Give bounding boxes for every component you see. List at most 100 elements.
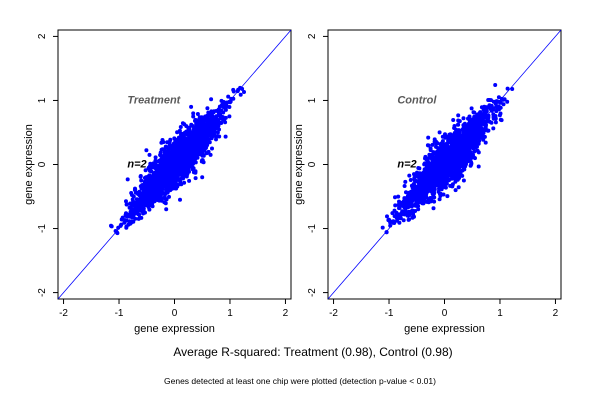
data-point <box>124 224 129 229</box>
data-point <box>163 160 168 165</box>
data-point <box>155 196 160 201</box>
data-point <box>171 159 176 163</box>
data-point <box>437 130 442 135</box>
data-point <box>120 215 125 220</box>
data-point <box>177 142 181 147</box>
data-point <box>409 204 414 209</box>
data-point <box>221 100 226 104</box>
data-point <box>409 189 414 194</box>
data-point <box>467 114 472 119</box>
detection-footnote: Genes detected at least one chip were pl… <box>164 376 436 386</box>
data-point <box>431 206 436 211</box>
data-point <box>163 191 167 196</box>
data-point <box>385 214 389 219</box>
data-point <box>402 184 407 188</box>
data-point <box>220 115 225 120</box>
data-point <box>428 196 433 200</box>
data-point <box>158 153 163 158</box>
data-point <box>209 109 214 114</box>
data-point <box>163 163 168 168</box>
data-point <box>194 145 198 150</box>
x-axis-label: gene expression <box>404 323 485 335</box>
data-point <box>201 140 206 145</box>
data-point <box>465 124 470 128</box>
data-point <box>420 197 425 202</box>
y-tick-label: -1 <box>37 224 48 233</box>
data-point <box>401 218 406 223</box>
data-point <box>231 96 236 101</box>
data-point <box>406 209 411 214</box>
data-point <box>432 176 437 181</box>
data-point <box>195 155 200 160</box>
y-tick-label: -2 <box>307 288 318 297</box>
data-point <box>445 175 450 180</box>
x-tick-label: -2 <box>329 308 338 319</box>
data-point <box>217 127 221 132</box>
data-point <box>139 178 144 183</box>
data-point <box>191 114 196 119</box>
data-point <box>432 137 437 142</box>
x-tick-label: 2 <box>283 308 289 319</box>
data-point <box>132 188 137 192</box>
data-point <box>393 195 397 200</box>
data-point <box>437 158 442 163</box>
data-point <box>481 127 486 132</box>
data-point <box>505 99 510 104</box>
data-point <box>450 176 455 181</box>
panel-title: Treatment <box>127 95 181 107</box>
data-point <box>453 188 458 193</box>
data-point <box>461 154 466 159</box>
y-tick-label: 1 <box>307 97 318 103</box>
data-point <box>496 99 501 104</box>
data-point <box>496 95 501 100</box>
data-point <box>207 127 212 132</box>
data-point <box>184 129 189 134</box>
data-point <box>498 111 503 116</box>
data-point <box>215 130 220 135</box>
data-point <box>149 169 154 174</box>
y-axis-label: gene expression <box>23 124 35 205</box>
data-point <box>185 165 190 170</box>
data-point <box>436 181 441 186</box>
data-point <box>394 213 399 218</box>
data-point <box>475 131 480 136</box>
data-point <box>201 144 205 149</box>
data-point <box>195 112 200 116</box>
data-point <box>152 192 157 197</box>
data-point <box>185 161 190 166</box>
data-point <box>440 160 445 165</box>
data-point <box>200 158 205 163</box>
x-tick-label: 0 <box>442 308 448 319</box>
data-point <box>184 124 189 129</box>
data-point <box>161 140 166 145</box>
data-point <box>160 147 165 152</box>
data-point <box>138 199 142 204</box>
data-point <box>471 129 476 134</box>
data-point <box>470 143 475 148</box>
data-point <box>412 172 416 177</box>
data-point <box>424 163 429 168</box>
data-point <box>197 122 202 127</box>
data-point <box>476 141 480 146</box>
data-point <box>442 175 447 180</box>
data-point <box>227 114 232 119</box>
data-point <box>428 182 433 187</box>
data-point <box>124 218 129 223</box>
data-point <box>157 169 162 173</box>
data-point <box>424 171 429 176</box>
data-point <box>483 140 488 145</box>
r-squared-summary: Average R-squared: Treatment (0.98), Con… <box>173 345 452 359</box>
data-point <box>166 149 171 154</box>
data-point <box>453 162 458 167</box>
data-point <box>123 212 128 217</box>
data-point <box>441 192 446 197</box>
data-point <box>480 133 484 137</box>
data-point <box>179 182 184 187</box>
data-point <box>193 170 198 175</box>
data-point <box>200 118 205 123</box>
data-point <box>179 176 184 181</box>
data-point <box>144 175 148 180</box>
data-point <box>165 140 170 145</box>
data-point <box>420 178 424 183</box>
data-point <box>149 181 154 186</box>
